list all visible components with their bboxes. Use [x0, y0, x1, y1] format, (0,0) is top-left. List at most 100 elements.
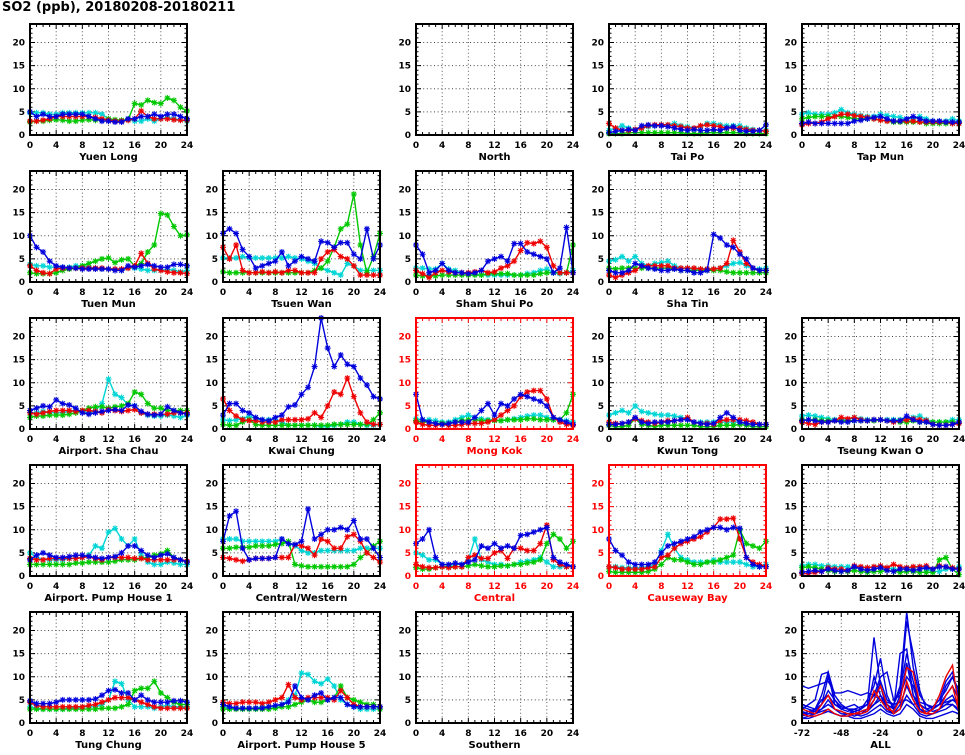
- plot-frame: [29, 611, 188, 724]
- x-tick-label: 0: [606, 582, 612, 592]
- x-tick-label: 20: [927, 435, 940, 445]
- y-tick-label: 5: [19, 255, 25, 265]
- x-tick-label: 8: [658, 435, 664, 445]
- y-tick-label: 0: [19, 278, 25, 288]
- y-tick-label: 10: [591, 526, 604, 536]
- y-tick-label: 15: [398, 503, 411, 513]
- panel-kwai-chung: 0 5 10 15 20 0 4 8 12 16 20 24 Kwai Chung: [193, 310, 386, 457]
- y-tick-label: 0: [405, 278, 411, 288]
- plot-frame: [29, 317, 188, 430]
- x-tick-label: 0: [606, 141, 612, 151]
- x-tick-label: 20: [734, 288, 747, 298]
- chart-causeway-bay: 0 5 10 15 20 0 4 8 12 16 20 24 Causeway Bay: [591, 464, 772, 604]
- y-tick-label: 5: [598, 108, 604, 118]
- x-tick-label: 8: [851, 435, 857, 445]
- y-tick-label: 5: [212, 549, 218, 559]
- y-tick-label: 15: [591, 62, 604, 72]
- x-tick-label: 4: [632, 435, 638, 445]
- y-tick-label: 15: [398, 356, 411, 366]
- x-tick-label: 16: [321, 435, 334, 445]
- y-tick-label: 20: [12, 333, 25, 343]
- y-tick-label: 20: [784, 333, 797, 343]
- x-tick-label: 0: [220, 288, 226, 298]
- plot-frame: [801, 23, 960, 136]
- tick-marks: [609, 318, 766, 429]
- panel-title: Tuen Mun: [81, 299, 135, 310]
- y-tick-label: 10: [591, 232, 604, 242]
- panel-tai-po: 0 5 10 15 20 0 4 8 12 16 20 24 Tai Po: [579, 16, 772, 163]
- x-tick-label: 0: [220, 582, 226, 592]
- y-tick-label: 10: [12, 526, 25, 536]
- x-tick-label: -72: [794, 729, 810, 739]
- y-tick-label: 0: [19, 719, 25, 729]
- panel-central-western: 0 5 10 15 20 0 4 8 12 16 20 24 Central/Western: [193, 457, 386, 604]
- y-tick-label: 20: [12, 39, 25, 49]
- y-tick-label: 20: [205, 186, 218, 196]
- x-tick-label: 0: [799, 141, 805, 151]
- x-tick-label: 16: [707, 582, 720, 592]
- chart-kwai-chung: 0 5 10 15 20 0 4 8 12 16 20 24 Kwai Chung: [205, 315, 386, 457]
- y-tick-label: 15: [205, 209, 218, 219]
- x-tick-label: 16: [707, 288, 720, 298]
- x-tick-label: 24: [567, 582, 579, 592]
- plot-frame: [801, 317, 960, 430]
- x-tick-label: 12: [681, 288, 694, 298]
- chart-sham-shui-po: 0 5 10 15 20 0 4 8 12 16 20 24 Sham Shui Po: [398, 170, 579, 310]
- x-tick-label: 20: [348, 729, 361, 739]
- series-line: [222, 227, 381, 269]
- x-tick-label: 8: [272, 288, 278, 298]
- x-tick-label: 24: [760, 582, 772, 592]
- x-tick-label: 24: [181, 141, 193, 151]
- y-tick-label: 10: [12, 232, 25, 242]
- chart-central-western: 0 5 10 15 20 0 4 8 12 16 20 24 Central/Western: [205, 464, 386, 604]
- panel-kwun-tong: 0 5 10 15 20 0 4 8 12 16 20 24 Kwun Tong: [579, 310, 772, 457]
- y-tick-label: 5: [598, 549, 604, 559]
- x-tick-label: 24: [760, 288, 772, 298]
- x-tick-label: 20: [541, 582, 554, 592]
- x-tick-label: 0: [27, 141, 33, 151]
- y-tick-label: 20: [205, 480, 218, 490]
- y-tick-label: 20: [591, 186, 604, 196]
- y-tick-label: 15: [398, 209, 411, 219]
- x-tick-label: 8: [851, 582, 857, 592]
- y-tick-label: 10: [784, 379, 797, 389]
- x-tick-label: 16: [900, 141, 913, 151]
- panel-eastern: 0 5 10 15 20 0 4 8 12 16 20 24 Eastern: [772, 457, 965, 604]
- y-tick-label: 20: [591, 480, 604, 490]
- x-tick-label: 12: [488, 582, 501, 592]
- x-tick-label: 20: [348, 435, 361, 445]
- y-tick-label: 0: [19, 131, 25, 141]
- x-tick-label: 24: [181, 729, 193, 739]
- y-tick-label: 20: [12, 627, 25, 637]
- y-tick-label: 5: [405, 549, 411, 559]
- panel-tuen-mun: 0 5 10 15 20 0 4 8 12 16 20 24 Tuen Mun: [0, 163, 193, 310]
- x-tick-label: 16: [514, 729, 527, 739]
- x-tick-label: 12: [102, 582, 115, 592]
- plot-frame: [608, 170, 767, 283]
- x-tick-label: 0: [799, 582, 805, 592]
- panel-tseung-kwan-o: 0 5 10 15 20 0 4 8 12 16 20 24 Tseung Kwan O: [772, 310, 965, 457]
- panel-title: Tung Chung: [75, 740, 141, 751]
- y-tick-label: 15: [12, 209, 25, 219]
- x-tick-label: 4: [246, 729, 252, 739]
- y-tick-label: 20: [591, 39, 604, 49]
- panel-causeway-bay: 0 5 10 15 20 0 4 8 12 16 20 24 Causeway Bay: [579, 457, 772, 604]
- tick-marks: [416, 24, 573, 135]
- x-tick-label: 12: [102, 141, 115, 151]
- y-tick-label: 5: [791, 696, 797, 706]
- y-tick-label: 15: [398, 62, 411, 72]
- x-tick-label: 24: [374, 288, 386, 298]
- chart-eastern: 0 5 10 15 20 0 4 8 12 16 20 24 Eastern: [784, 464, 965, 604]
- x-tick-label: 12: [295, 729, 308, 739]
- x-tick-label: 24: [953, 141, 965, 151]
- y-tick-label: 5: [212, 402, 218, 412]
- x-tick-label: 24: [567, 729, 579, 739]
- y-tick-label: 5: [791, 108, 797, 118]
- y-tick-label: 10: [591, 85, 604, 95]
- chart-central: 0 5 10 15 20 0 4 8 12 16 20 24 Central: [398, 464, 579, 604]
- x-tick-label: 12: [874, 435, 887, 445]
- y-tick-label: 0: [405, 719, 411, 729]
- x-tick-label: 8: [79, 141, 85, 151]
- y-tick-label: 0: [598, 131, 604, 141]
- plot-frame: [608, 23, 767, 136]
